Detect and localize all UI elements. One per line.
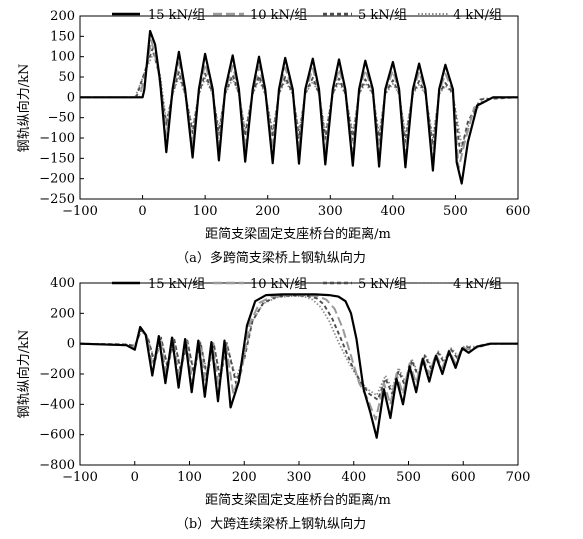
- panel-caption: （a）多跨简支梁桥上钢轨纵向力: [176, 250, 366, 266]
- y-tick-label: 200: [50, 9, 75, 24]
- legend-label-1: 15 kN/组: [148, 277, 205, 292]
- x-axis-ticks: −100 0 100 200 300 400 500 600 700: [62, 461, 530, 485]
- legend-label-2: 10 kN/组: [250, 8, 307, 23]
- legend-label-3: 5 kN/组: [358, 277, 407, 292]
- y-tick-label: 0: [67, 90, 75, 105]
- series-lines: [80, 29, 519, 185]
- panel-caption: （b）大跨连续梁桥上钢轨纵向力: [176, 516, 366, 532]
- series-line-4: [79, 295, 518, 397]
- x-axis-label: 距简支梁固定支座桥台的距离/m: [205, 226, 391, 242]
- x-tick-label: 700: [506, 470, 531, 485]
- y-tick-label: −100: [39, 131, 75, 146]
- y-axis-ticks: −800 −600 −400 −200 0 200 400: [39, 276, 84, 473]
- panel-a: −250 −200 −150 −100 −50 0 50 100 150 200 −100 0 100…: [16, 8, 530, 266]
- legend-label-2: 10 kN/组: [250, 277, 307, 292]
- x-tick-label: 200: [232, 470, 257, 485]
- plot-frame: [79, 282, 519, 466]
- y-tick-label: −150: [39, 151, 75, 166]
- series-line-3: [79, 294, 518, 401]
- series-line-1: [79, 293, 518, 439]
- legend: 15 kN/组 10 kN/组 5 kN/组 4 kN/组: [112, 277, 502, 292]
- x-tick-label: 600: [451, 470, 476, 485]
- y-tick-label: 200: [50, 306, 75, 321]
- y-tick-label: −200: [39, 172, 75, 187]
- y-tick-label: −250: [39, 192, 75, 207]
- y-axis-label: 钢轨纵向力/kN: [16, 330, 32, 419]
- legend-label-4: 4 kN/组: [453, 277, 502, 292]
- x-tick-label: 200: [255, 204, 280, 219]
- x-tick-label: 500: [396, 470, 421, 485]
- x-tick-label: −100: [62, 470, 98, 485]
- y-tick-label: −600: [39, 428, 75, 443]
- legend-label-4: 4 kN/组: [453, 8, 502, 23]
- series-line-3: [80, 47, 519, 156]
- x-tick-label: 600: [506, 204, 531, 219]
- y-axis-label: 钢轨纵向力/kN: [16, 64, 32, 153]
- legend: 15 kN/组 10 kN/组 5 kN/组 4 kN/组: [112, 8, 502, 23]
- x-axis-label: 距简支梁固定支座桥台的距离/m: [205, 492, 391, 508]
- y-tick-label: −800: [39, 458, 75, 473]
- y-axis-ticks: −250 −200 −150 −100 −50 0 50 100 150 200: [39, 9, 84, 207]
- x-tick-label: −100: [62, 204, 98, 219]
- x-tick-label: 400: [380, 204, 405, 219]
- x-tick-label: 100: [193, 204, 218, 219]
- y-tick-label: −50: [48, 111, 75, 126]
- x-tick-label: 300: [318, 204, 343, 219]
- x-tick-label: 400: [341, 470, 366, 485]
- x-tick-label: 0: [138, 204, 146, 219]
- y-tick-label: 100: [50, 50, 75, 65]
- y-tick-label: 150: [50, 29, 75, 44]
- plot-frame: [79, 15, 519, 200]
- legend-label-1: 15 kN/组: [148, 8, 205, 23]
- series-lines: [79, 293, 518, 439]
- y-tick-label: −200: [39, 367, 75, 382]
- y-tick-label: 50: [58, 70, 75, 85]
- x-axis-ticks: −100 0 100 200 300 400 500 600: [62, 195, 530, 219]
- panel-b: −800 −600 −400 −200 0 200 400 −100 0 100 200 300 40…: [16, 276, 530, 532]
- y-tick-label: −400: [39, 397, 75, 412]
- x-tick-label: 0: [131, 470, 139, 485]
- y-tick-label: 0: [67, 337, 75, 352]
- y-tick-label: 400: [50, 276, 75, 291]
- x-tick-label: 300: [287, 470, 312, 485]
- series-line-1: [80, 29, 518, 185]
- x-tick-label: 100: [177, 470, 202, 485]
- legend-label-3: 5 kN/组: [358, 8, 407, 23]
- x-tick-label: 500: [443, 204, 468, 219]
- series-line-2: [80, 39, 518, 170]
